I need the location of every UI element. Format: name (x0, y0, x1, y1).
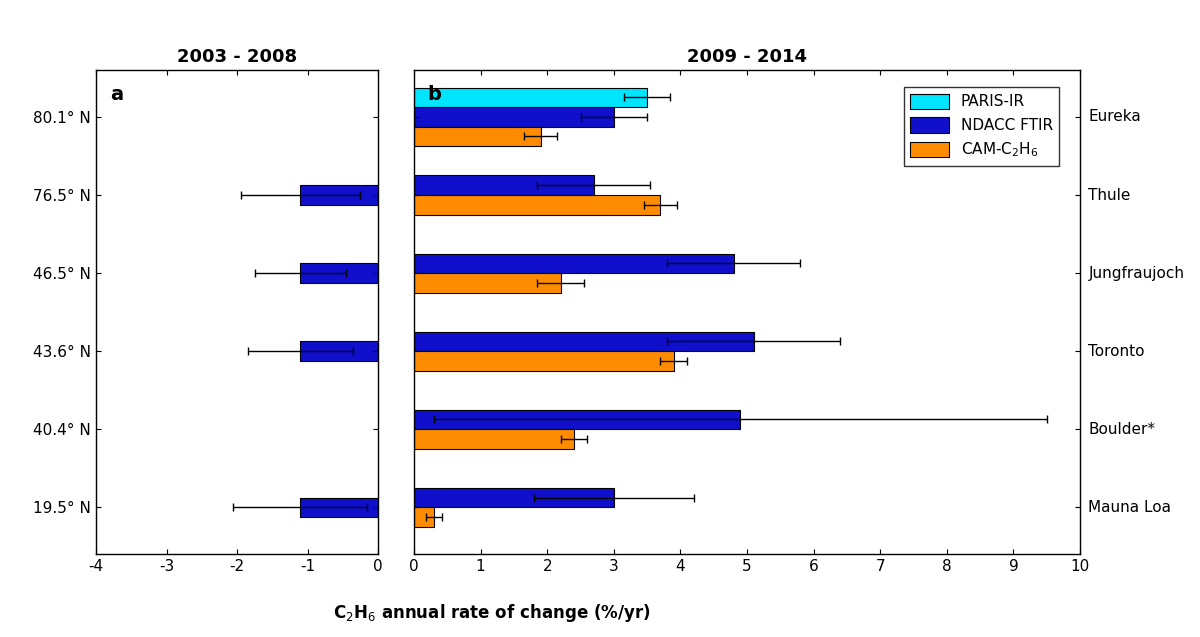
Bar (414, 351, 673, 371)
Title: 2003 - 2008: 2003 - 2008 (176, 48, 298, 66)
Bar (300, 185, 378, 204)
Bar (414, 107, 613, 127)
Bar (414, 175, 594, 195)
Bar (414, 410, 740, 429)
Text: Toronto: Toronto (1088, 344, 1145, 359)
Text: C$_2$H$_6$ annual rate of change (%/yr): C$_2$H$_6$ annual rate of change (%/yr) (334, 602, 650, 624)
Text: Jungfraujoch: Jungfraujoch (1088, 266, 1184, 280)
Text: Mauna Loa: Mauna Loa (1088, 500, 1171, 515)
Bar (414, 429, 574, 449)
Bar (300, 497, 378, 517)
Bar (414, 127, 540, 147)
Bar (414, 254, 733, 273)
Bar (414, 507, 434, 527)
Text: Eureka: Eureka (1088, 110, 1141, 124)
Text: b: b (427, 85, 442, 104)
Title: 2009 - 2014: 2009 - 2014 (686, 48, 808, 66)
Bar (414, 195, 660, 215)
Text: Boulder*: Boulder* (1088, 422, 1156, 437)
Bar (414, 88, 647, 107)
Bar (414, 488, 613, 507)
Text: a: a (110, 85, 124, 104)
Bar (414, 332, 754, 351)
Bar (300, 263, 378, 283)
Text: Thule: Thule (1088, 187, 1130, 203)
Bar (414, 273, 560, 292)
Legend: PARIS-IR, NDACC FTIR, CAM-C$_2$H$_6$: PARIS-IR, NDACC FTIR, CAM-C$_2$H$_6$ (905, 87, 1060, 166)
Bar (300, 341, 378, 361)
